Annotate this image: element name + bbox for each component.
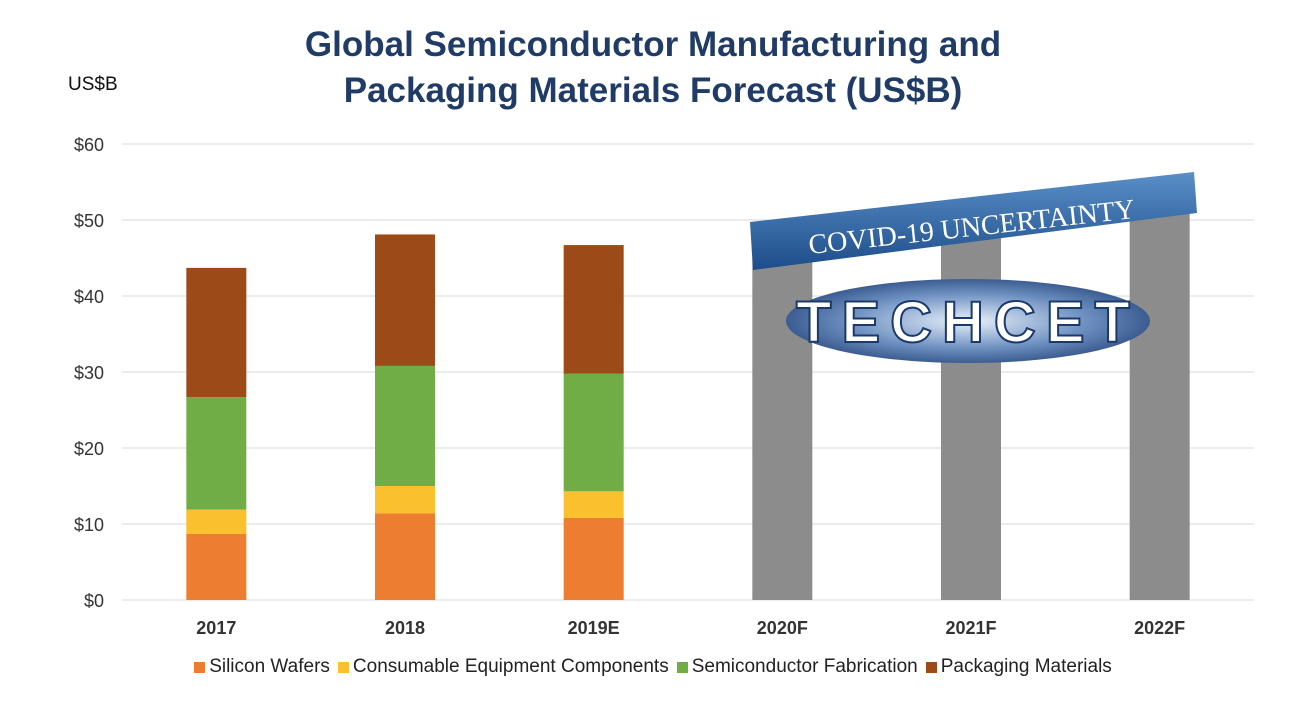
legend-item: Semiconductor Fabrication [676,656,918,678]
bar-segment [375,486,435,514]
x-tick-label: 2021F [945,618,996,638]
techcet-logo-text: TECHCET [796,290,1140,355]
chart-title: Global Semiconductor Manufacturing and P… [0,22,1306,114]
bar-segment [375,513,435,600]
chart-title-line-1: Global Semiconductor Manufacturing and [304,25,1002,64]
x-tick-label: 2018 [385,618,425,638]
chart-legend: Silicon Wafers Consumable Equipment Compo… [0,656,1306,678]
x-tick-label: 2020F [757,618,808,638]
legend-swatch [676,661,688,673]
bar-segment [375,365,435,486]
legend-label: Packaging Materials [940,656,1112,677]
legend-item: Silicon Wafers [194,656,330,678]
x-tick-label: 2017 [196,618,236,638]
y-tick-label: $50 [74,211,104,231]
forecast-bar [1129,212,1190,600]
legend-label: Consumable Equipment Components [352,656,669,677]
covid-banner [750,172,1197,270]
bar-segment [186,267,247,398]
bar-segment [186,397,247,510]
x-tick-label: 2022F [1134,618,1185,638]
bar-segment [563,373,624,492]
legend-item: Packaging Materials [925,656,1112,678]
y-tick-label: $40 [74,287,104,307]
legend-label: Silicon Wafers [209,656,330,677]
legend-swatch [925,661,937,673]
legend-swatch [194,661,206,673]
techcet-logo-badge [786,279,1150,363]
bar-segment [563,245,624,374]
y-axis-unit-label: US$B [68,74,118,95]
legend-item: Consumable Equipment Components [337,656,669,678]
y-tick-label: $0 [84,591,104,611]
y-tick-label: $20 [74,439,104,459]
y-tick-label: $60 [74,135,104,155]
y-tick-label: $30 [74,363,104,383]
chart-title-line-2: Packaging Materials Forecast (US$B) [343,71,963,110]
bar-segment [563,517,624,600]
legend-label: Semiconductor Fabrication [691,656,918,677]
bar-segment [563,491,624,518]
x-tick-label: 2019E [568,618,620,638]
bar-segment [375,234,435,366]
bar-segment [186,509,247,534]
bar-segment [186,533,247,600]
y-tick-label: $10 [74,515,104,535]
legend-swatch [337,661,349,673]
